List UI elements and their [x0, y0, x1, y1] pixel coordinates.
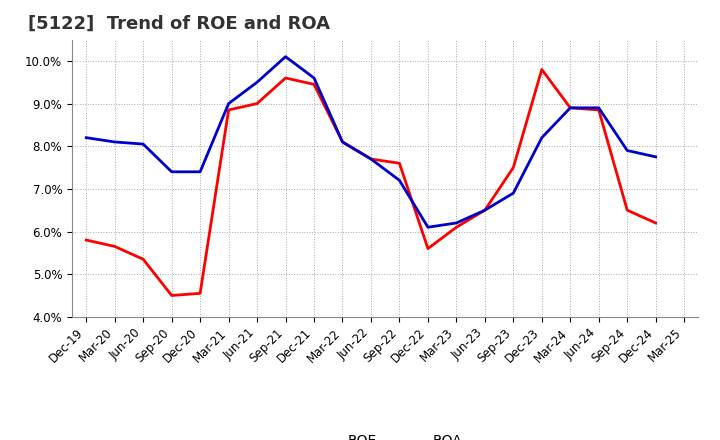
ROE — [566, 105, 575, 110]
ROE — [452, 224, 461, 230]
ROE — [310, 82, 318, 87]
ROA — [452, 220, 461, 226]
ROA — [110, 139, 119, 145]
ROA — [395, 178, 404, 183]
ROE — [480, 208, 489, 213]
ROA — [310, 75, 318, 81]
ROE — [395, 161, 404, 166]
ROA — [423, 224, 432, 230]
ROA — [595, 105, 603, 110]
ROA — [366, 156, 375, 161]
ROE — [225, 107, 233, 113]
Legend: ROE, ROA: ROE, ROA — [303, 429, 467, 440]
ROE — [595, 107, 603, 113]
ROA — [509, 191, 518, 196]
ROE — [366, 156, 375, 161]
Line: ROA: ROA — [86, 57, 656, 227]
ROE — [537, 67, 546, 72]
ROE — [139, 257, 148, 262]
ROA — [566, 105, 575, 110]
ROA — [225, 101, 233, 106]
ROE — [652, 220, 660, 226]
ROE — [82, 238, 91, 243]
ROA — [282, 54, 290, 59]
ROE — [110, 244, 119, 249]
ROA — [537, 135, 546, 140]
ROE — [623, 208, 631, 213]
ROA — [167, 169, 176, 174]
ROE — [282, 75, 290, 81]
ROA — [196, 169, 204, 174]
ROA — [253, 80, 261, 85]
ROA — [139, 141, 148, 147]
ROE — [196, 291, 204, 296]
ROA — [82, 135, 91, 140]
ROE — [167, 293, 176, 298]
Line: ROE: ROE — [86, 70, 656, 296]
ROA — [338, 139, 347, 145]
ROE — [509, 165, 518, 170]
ROA — [480, 208, 489, 213]
ROE — [253, 101, 261, 106]
ROA — [652, 154, 660, 160]
ROE — [423, 246, 432, 251]
ROA — [623, 148, 631, 153]
ROE — [338, 139, 347, 145]
Text: [5122]  Trend of ROE and ROA: [5122] Trend of ROE and ROA — [28, 15, 330, 33]
